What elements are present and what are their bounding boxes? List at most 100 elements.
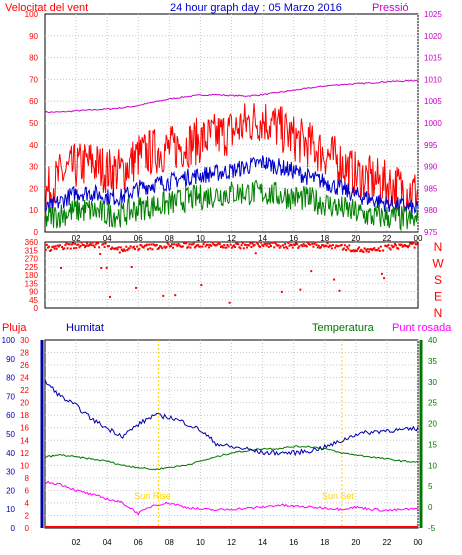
direction-point bbox=[175, 243, 178, 246]
temperature-tick-label: 35 bbox=[428, 357, 437, 366]
direction-point bbox=[170, 243, 173, 246]
direction-point bbox=[301, 245, 304, 248]
direction-point bbox=[397, 247, 400, 250]
direction-left-tick-label: 225 bbox=[25, 263, 39, 272]
direction-point bbox=[410, 242, 413, 245]
wind-average-line bbox=[44, 155, 419, 217]
direction-left-tick-label: 135 bbox=[25, 279, 39, 288]
humidity-line bbox=[44, 379, 419, 457]
direction-point bbox=[327, 246, 330, 249]
direction-point bbox=[273, 246, 276, 249]
direction-point bbox=[91, 241, 94, 244]
direction-point bbox=[370, 248, 373, 251]
direction-point bbox=[347, 247, 350, 250]
direction-point bbox=[395, 244, 398, 247]
direction-point bbox=[212, 243, 215, 246]
direction-left-tick-label: 0 bbox=[34, 304, 39, 313]
direction-point bbox=[306, 241, 309, 244]
direction-point bbox=[120, 248, 123, 251]
bottom-x-tick-label: 16 bbox=[289, 538, 298, 547]
direction-point bbox=[355, 249, 358, 252]
direction-point bbox=[176, 245, 179, 248]
direction-compass-label: E bbox=[434, 290, 442, 304]
direction-point bbox=[70, 243, 73, 246]
direction-point bbox=[365, 250, 368, 253]
direction-point bbox=[93, 246, 96, 249]
top-x-tick-label: 12 bbox=[227, 234, 236, 243]
sunrise-label: Sun Rise bbox=[134, 491, 171, 501]
direction-point bbox=[215, 244, 218, 247]
direction-point bbox=[103, 246, 106, 249]
direction-point bbox=[416, 242, 419, 245]
direction-point bbox=[131, 246, 134, 249]
direction-point bbox=[105, 266, 108, 269]
top-x-tick-label: 00 bbox=[414, 234, 423, 243]
direction-point bbox=[378, 249, 381, 252]
direction-point bbox=[324, 244, 327, 247]
direction-point bbox=[68, 243, 71, 246]
direction-point bbox=[235, 242, 238, 245]
direction-point bbox=[205, 243, 208, 246]
top-x-tick-label: 04 bbox=[103, 234, 112, 243]
direction-point bbox=[393, 242, 396, 245]
direction-point bbox=[251, 242, 254, 245]
direction-point bbox=[122, 250, 125, 253]
direction-point bbox=[259, 245, 262, 248]
humidity-label: Humitat bbox=[66, 322, 104, 334]
rain-tick-label: 22 bbox=[20, 386, 29, 395]
direction-point bbox=[216, 243, 219, 246]
direction-point bbox=[172, 246, 175, 249]
direction-point bbox=[188, 243, 191, 246]
direction-point bbox=[207, 246, 210, 249]
temperature-tick-label: 10 bbox=[428, 461, 437, 470]
top-left-tick-label: 80 bbox=[29, 54, 38, 63]
direction-point bbox=[154, 244, 157, 247]
direction-point bbox=[280, 290, 283, 293]
direction-point bbox=[409, 242, 412, 245]
bottom-x-tick-label: 22 bbox=[382, 538, 391, 547]
direction-point bbox=[147, 248, 150, 251]
direction-point bbox=[124, 249, 127, 252]
direction-point bbox=[75, 246, 78, 249]
direction-point bbox=[407, 246, 410, 249]
direction-point bbox=[229, 243, 232, 246]
direction-point bbox=[179, 245, 182, 248]
direction-point bbox=[358, 246, 361, 249]
top-left-tick-label: 60 bbox=[29, 97, 38, 106]
direction-left-tick-label: 90 bbox=[29, 288, 38, 297]
direction-point bbox=[294, 242, 297, 245]
direction-point bbox=[225, 246, 228, 249]
direction-point bbox=[129, 245, 132, 248]
sunset-label: Sun Set bbox=[322, 491, 355, 501]
direction-point bbox=[339, 244, 342, 247]
direction-point bbox=[236, 242, 239, 245]
direction-point bbox=[287, 241, 290, 244]
direction-point bbox=[380, 272, 383, 275]
direction-point bbox=[157, 246, 160, 249]
direction-point bbox=[289, 243, 292, 246]
humidity-tick-label: 100 bbox=[2, 336, 16, 345]
direction-point bbox=[161, 247, 164, 250]
humidity-tick-label: 0 bbox=[11, 524, 16, 533]
direction-point bbox=[54, 245, 57, 248]
direction-point bbox=[232, 244, 235, 247]
direction-point bbox=[200, 284, 203, 287]
direction-point bbox=[403, 243, 406, 246]
dewpoint-label: Punt rosada bbox=[392, 322, 452, 334]
top-right-tick-label: 1015 bbox=[424, 54, 442, 63]
direction-point bbox=[338, 289, 341, 292]
direction-point bbox=[119, 246, 122, 249]
direction-point bbox=[192, 242, 195, 245]
direction-point bbox=[293, 244, 296, 247]
top-x-tick-label: 20 bbox=[351, 234, 360, 243]
direction-point bbox=[253, 243, 256, 246]
direction-point bbox=[202, 243, 205, 246]
top-x-tick-label: 06 bbox=[134, 234, 143, 243]
pressure-line bbox=[44, 79, 419, 114]
top-title: 24 hour graph day : 05 Marzo 2016 bbox=[170, 2, 342, 14]
direction-compass-label: N bbox=[434, 306, 443, 320]
direction-point bbox=[136, 245, 139, 248]
direction-point bbox=[138, 247, 141, 250]
direction-point bbox=[249, 242, 252, 245]
direction-point bbox=[80, 241, 83, 244]
